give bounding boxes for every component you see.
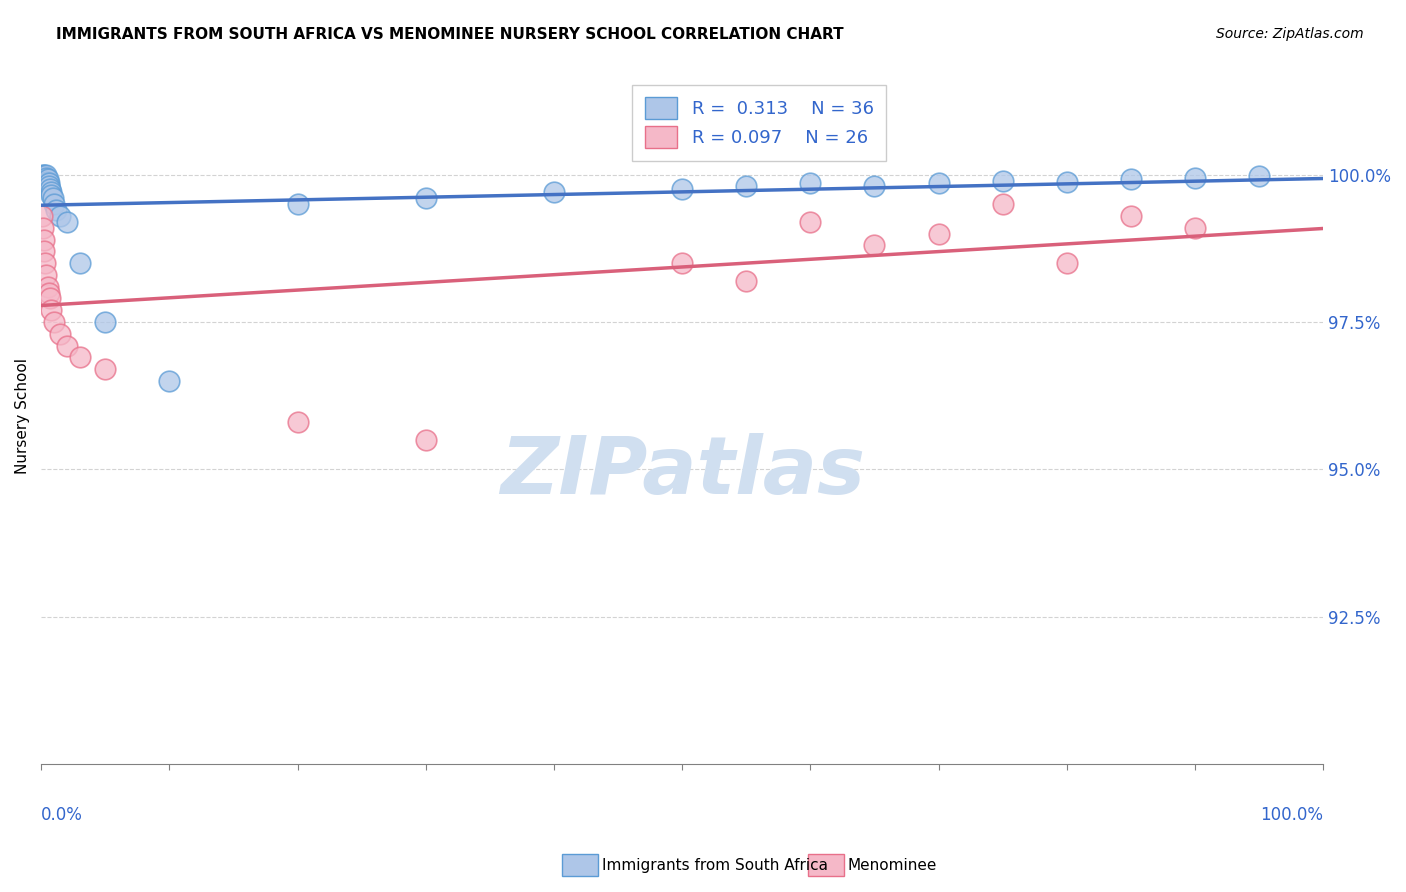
Point	[1184, 170, 1206, 185]
Point	[37, 177, 59, 191]
Point	[94, 362, 117, 376]
Point	[35, 175, 58, 189]
Point	[799, 177, 821, 191]
Point	[1119, 209, 1142, 223]
Point	[39, 186, 62, 200]
Point	[799, 215, 821, 229]
Text: IMMIGRANTS FROM SOUTH AFRICA VS MENOMINEE NURSERY SCHOOL CORRELATION CHART: IMMIGRANTS FROM SOUTH AFRICA VS MENOMINE…	[56, 27, 844, 42]
Point	[735, 274, 758, 288]
Point	[42, 315, 65, 329]
Point	[42, 197, 65, 211]
Point	[671, 256, 693, 270]
Point	[38, 285, 60, 300]
Point	[35, 170, 58, 185]
Point	[69, 351, 91, 365]
Text: Source: ZipAtlas.com: Source: ZipAtlas.com	[1216, 27, 1364, 41]
Point	[863, 238, 886, 252]
Point	[287, 415, 309, 429]
Point	[32, 220, 55, 235]
Point	[69, 256, 91, 270]
Point	[37, 279, 59, 293]
Point	[31, 170, 53, 185]
Point	[928, 227, 950, 241]
Point	[543, 186, 565, 200]
Point	[991, 173, 1014, 187]
Text: Immigrants from South Africa: Immigrants from South Africa	[602, 858, 828, 872]
Point	[37, 172, 59, 186]
Point	[34, 256, 56, 270]
Point	[34, 244, 56, 259]
Text: ZIPatlas: ZIPatlas	[499, 433, 865, 511]
Point	[41, 188, 63, 202]
Point	[39, 182, 62, 196]
Point	[928, 177, 950, 191]
Text: 100.0%: 100.0%	[1260, 806, 1323, 824]
Legend: R =  0.313    N = 36, R = 0.097    N = 26: R = 0.313 N = 36, R = 0.097 N = 26	[631, 85, 886, 161]
Point	[735, 179, 758, 194]
Point	[1247, 169, 1270, 183]
Point	[31, 209, 53, 223]
Point	[45, 202, 67, 217]
Y-axis label: Nursery School: Nursery School	[15, 359, 30, 475]
Point	[1119, 172, 1142, 186]
Point	[94, 315, 117, 329]
Point	[34, 169, 56, 183]
Point	[863, 179, 886, 194]
Point	[38, 177, 60, 191]
Text: Menominee: Menominee	[848, 858, 938, 872]
Point	[41, 191, 63, 205]
Point	[49, 209, 72, 223]
Point	[34, 168, 56, 182]
Point	[34, 173, 56, 187]
Point	[32, 168, 55, 182]
Point	[32, 168, 55, 182]
Point	[287, 197, 309, 211]
Point	[1056, 175, 1078, 189]
Text: 0.0%: 0.0%	[41, 806, 83, 824]
Point	[55, 338, 77, 352]
Point	[1184, 220, 1206, 235]
Point	[157, 374, 180, 388]
Point	[32, 233, 55, 247]
Point	[41, 303, 63, 318]
Point	[35, 268, 58, 282]
Point	[38, 179, 60, 194]
Point	[415, 433, 437, 447]
Point	[39, 292, 62, 306]
Point	[671, 182, 693, 196]
Point	[49, 326, 72, 341]
Point	[55, 215, 77, 229]
Point	[415, 191, 437, 205]
Point	[1056, 256, 1078, 270]
Point	[991, 197, 1014, 211]
